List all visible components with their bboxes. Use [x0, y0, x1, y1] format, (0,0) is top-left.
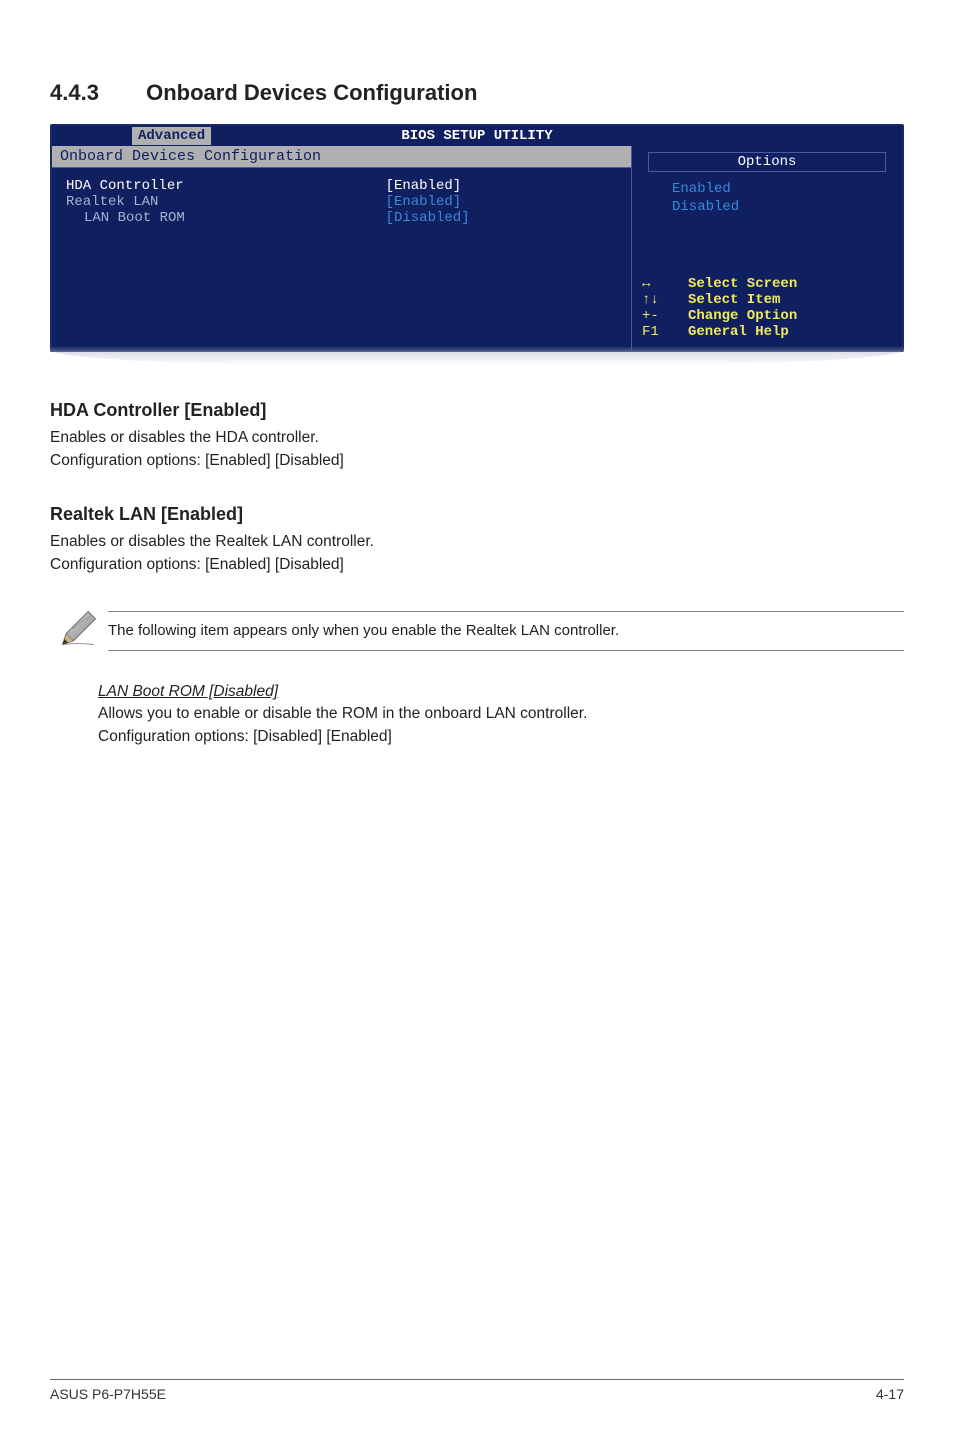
bios-right-panel: Options EnabledDisabled ↔↑↓+-F1 Select Sc… — [632, 146, 902, 350]
options-list: EnabledDisabled — [642, 180, 892, 216]
hda-heading: HDA Controller [Enabled] — [50, 400, 904, 421]
help-key: ↔ — [642, 276, 688, 292]
bios-panel-header: Onboard Devices Configuration — [52, 146, 631, 168]
bios-fade — [50, 346, 904, 368]
bios-screenshot: Advanced BIOS SETUP UTILITY Onboard Devi… — [50, 124, 904, 352]
help-text: Select Screen — [688, 276, 797, 292]
bios-tab-advanced: Advanced — [132, 127, 211, 145]
bios-row-label: LAN Boot ROM — [66, 210, 386, 226]
bios-row-value: [Enabled] — [386, 178, 462, 194]
help-key: +- — [642, 308, 688, 324]
realtek-text-2: Configuration options: [Enabled] [Disabl… — [50, 554, 904, 576]
help-text: General Help — [688, 324, 797, 340]
lanboot-heading: LAN Boot ROM [Disabled] — [98, 683, 278, 701]
lanboot-text-1: Allows you to enable or disable the ROM … — [98, 703, 904, 725]
bios-left-panel: Onboard Devices Configuration HDA Contro… — [52, 146, 632, 350]
hda-text-2: Configuration options: [Enabled] [Disabl… — [50, 450, 904, 472]
realtek-heading: Realtek LAN [Enabled] — [50, 504, 904, 525]
pencil-icon — [50, 606, 108, 655]
help-key: F1 — [642, 324, 688, 340]
option-item: Disabled — [672, 198, 892, 216]
bios-row-label: HDA Controller — [66, 178, 386, 194]
section-heading: 4.4.3 Onboard Devices Configuration — [50, 80, 904, 106]
bios-row-value: [Disabled] — [386, 210, 470, 226]
note-text: The following item appears only when you… — [108, 622, 619, 639]
help-key: ↑↓ — [642, 292, 688, 308]
bios-row-label: Realtek LAN — [66, 194, 386, 210]
bios-row-value: [Enabled] — [386, 194, 462, 210]
option-item: Enabled — [672, 180, 892, 198]
realtek-text-1: Enables or disables the Realtek LAN cont… — [50, 531, 904, 553]
bios-row: HDA Controller[Enabled] — [66, 178, 617, 194]
page-footer: ASUS P6-P7H55E 4-17 — [50, 1379, 904, 1402]
bios-row: LAN Boot ROM[Disabled] — [66, 210, 617, 226]
help-text: Change Option — [688, 308, 797, 324]
options-title: Options — [648, 152, 886, 172]
help-text: Select Item — [688, 292, 797, 308]
bios-row: Realtek LAN[Enabled] — [66, 194, 617, 210]
lanboot-text-2: Configuration options: [Disabled] [Enabl… — [98, 726, 904, 748]
section-title: Onboard Devices Configuration — [146, 80, 477, 105]
bios-help: ↔↑↓+-F1 Select ScreenSelect ItemChange Op… — [642, 276, 892, 340]
note-block: The following item appears only when you… — [50, 606, 904, 655]
section-number: 4.4.3 — [50, 80, 140, 106]
hda-text-1: Enables or disables the HDA controller. — [50, 427, 904, 449]
footer-left: ASUS P6-P7H55E — [50, 1386, 166, 1402]
footer-right: 4-17 — [876, 1386, 904, 1402]
